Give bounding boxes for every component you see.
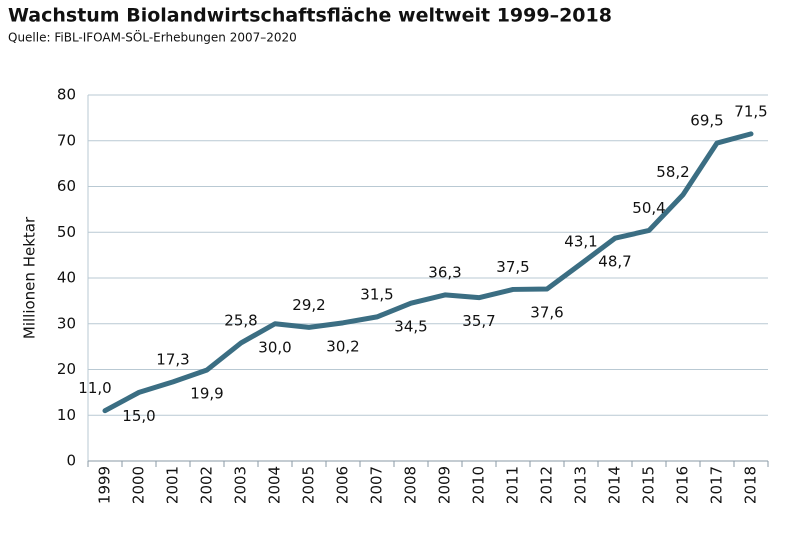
data-label: 17,3 bbox=[156, 350, 189, 368]
data-label: 30,0 bbox=[258, 338, 291, 356]
y-tick-label: 10 bbox=[57, 406, 76, 424]
x-tick-label: 2009 bbox=[436, 466, 454, 504]
chart-title: Wachstum Biolandwirtschaftsfläche weltwe… bbox=[8, 5, 612, 27]
y-tick-label: 0 bbox=[66, 452, 76, 470]
chart-subtitle: Quelle: FiBL-IFOAM-SÖL-Erhebungen 2007–2… bbox=[8, 29, 297, 45]
x-tick-label: 2006 bbox=[334, 466, 352, 504]
data-label: 37,5 bbox=[496, 258, 529, 276]
data-label: 35,7 bbox=[462, 312, 495, 330]
x-tick-label: 2004 bbox=[266, 466, 284, 504]
x-tick-label: 2017 bbox=[708, 466, 726, 504]
data-label: 58,2 bbox=[656, 163, 689, 181]
data-label: 25,8 bbox=[224, 311, 257, 329]
x-tick-label: 2003 bbox=[232, 466, 250, 504]
data-label: 43,1 bbox=[564, 232, 597, 250]
x-tick-label: 2005 bbox=[300, 466, 318, 504]
y-tick-label: 60 bbox=[57, 177, 76, 195]
data-label: 48,7 bbox=[598, 253, 631, 271]
x-tick-label: 2012 bbox=[538, 466, 556, 504]
y-tick-label: 80 bbox=[57, 86, 76, 104]
x-tick-label: 2001 bbox=[164, 466, 182, 504]
x-tick-label: 2007 bbox=[368, 466, 386, 504]
x-tick-label: 2010 bbox=[470, 466, 488, 504]
data-label: 31,5 bbox=[360, 285, 393, 303]
data-label: 19,9 bbox=[190, 384, 223, 402]
x-tick-label: 2008 bbox=[402, 466, 420, 504]
x-tick-label: 2002 bbox=[198, 466, 216, 504]
x-tick-label: 2013 bbox=[572, 466, 590, 504]
data-label: 36,3 bbox=[428, 263, 461, 281]
x-tick-label: 2011 bbox=[504, 466, 522, 504]
data-label: 50,4 bbox=[632, 199, 665, 217]
y-tick-label: 50 bbox=[57, 223, 76, 241]
x-tick-label: 2000 bbox=[130, 466, 148, 504]
data-label: 15,0 bbox=[122, 407, 155, 425]
y-axis-label: Millionen Hektar bbox=[21, 216, 39, 339]
x-tick-label: 2016 bbox=[674, 466, 692, 504]
x-tick-label: 2014 bbox=[606, 466, 624, 504]
data-line bbox=[102, 131, 754, 414]
data-label: 71,5 bbox=[734, 102, 767, 120]
y-tick-label: 30 bbox=[57, 314, 76, 332]
data-label: 37,6 bbox=[530, 303, 563, 321]
x-tick-label: 2018 bbox=[742, 466, 760, 504]
data-label: 11,0 bbox=[78, 379, 111, 397]
data-label: 34,5 bbox=[394, 318, 427, 336]
y-tick-label: 40 bbox=[57, 269, 76, 287]
x-tick-label: 2015 bbox=[640, 466, 658, 504]
y-tick-label: 20 bbox=[57, 360, 76, 378]
x-tick-label: 1999 bbox=[96, 466, 114, 504]
data-label: 30,2 bbox=[326, 337, 359, 355]
data-label: 69,5 bbox=[690, 112, 723, 130]
data-label: 29,2 bbox=[292, 296, 325, 314]
y-tick-label: 70 bbox=[57, 131, 76, 149]
